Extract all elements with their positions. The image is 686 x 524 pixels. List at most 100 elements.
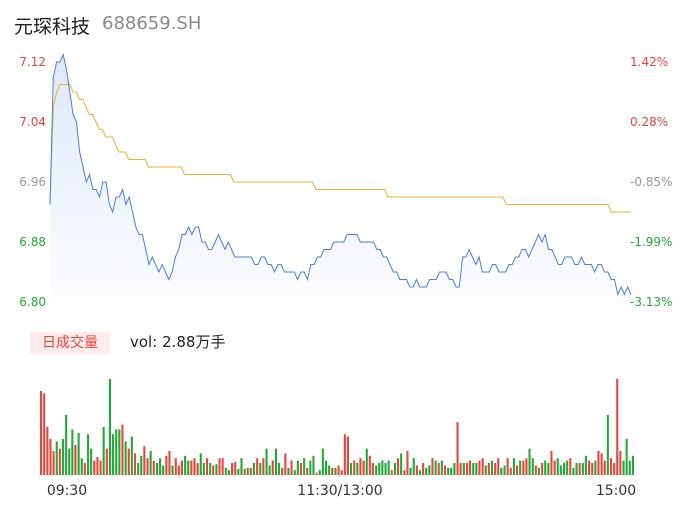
price-tick-label: 7.04: [19, 115, 46, 129]
volume-bar: [440, 460, 443, 475]
volume-bar: [271, 460, 274, 475]
volume-bar: [227, 470, 230, 475]
volume-bar: [365, 448, 368, 475]
volume-bar: [406, 451, 409, 475]
volume-bar: [519, 460, 522, 475]
volume-bar: [284, 453, 287, 475]
volume-bar: [484, 465, 487, 475]
volume-bar: [177, 465, 180, 475]
volume-bar: [165, 455, 168, 475]
volume-bar: [77, 433, 80, 475]
volume-bar: [215, 464, 218, 475]
volume-bar: [162, 465, 165, 475]
volume-bar: [206, 458, 209, 475]
volume-bar: [137, 463, 140, 475]
volume-bar: [609, 458, 612, 475]
volume-bar: [105, 448, 108, 475]
volume-bar: [556, 458, 559, 475]
volume-bar: [400, 453, 403, 475]
volume-bar: [537, 467, 540, 475]
volume-bar: [262, 458, 265, 475]
volume-bar: [168, 451, 171, 475]
volume-bar: [240, 458, 243, 475]
price-axis: 7.12 7.04 6.96 6.88 6.80: [19, 55, 46, 309]
volume-bar: [368, 455, 371, 475]
volume-bar: [196, 463, 199, 475]
volume-bar: [572, 467, 575, 475]
volume-bar: [353, 460, 356, 475]
volume-bar: [112, 434, 115, 475]
volume-bar: [371, 463, 374, 475]
volume-bar: [547, 463, 550, 475]
volume-bar: [343, 434, 346, 475]
volume-bar: [290, 460, 293, 475]
price-tick-label: 6.80: [19, 295, 46, 309]
volume-bar: [171, 465, 174, 475]
volume-bar: [390, 470, 393, 475]
volume-bar: [68, 448, 71, 475]
volume-bar: [268, 465, 271, 475]
volume-bar: [133, 453, 136, 475]
volume-bar: [425, 467, 428, 475]
volume-bar: [459, 463, 462, 475]
volume-bar: [146, 458, 149, 475]
volume-bar: [487, 463, 490, 475]
volume-bar: [603, 460, 606, 475]
volume-tab[interactable]: 日成交量: [30, 332, 110, 354]
volume-bar: [506, 458, 509, 475]
volume-bar: [202, 463, 205, 475]
volume-bar: [278, 463, 281, 475]
volume-bar: [465, 463, 468, 475]
volume-bar: [96, 457, 99, 475]
volume-bar: [306, 467, 309, 475]
percent-tick-label: 1.42%: [630, 55, 668, 69]
volume-bar: [55, 441, 58, 475]
volume-bar: [218, 458, 221, 475]
volume-bar: [490, 460, 493, 475]
time-tick-label: 15:00: [596, 483, 636, 499]
volume-bar: [444, 465, 447, 475]
volume-bar: [159, 458, 162, 475]
volume-bar: [362, 460, 365, 475]
volume-bar: [118, 429, 121, 475]
volume-bar: [415, 465, 418, 475]
volume-bar: [287, 467, 290, 475]
percent-tick-label: -3.13%: [630, 295, 672, 309]
volume-bar: [243, 469, 246, 475]
volume-bar: [500, 467, 503, 475]
volume-bar: [340, 470, 343, 475]
volume-bars: [40, 379, 634, 475]
volume-bar: [83, 463, 86, 475]
volume-bar: [224, 467, 227, 475]
volume-bar: [428, 465, 431, 475]
volume-bar: [174, 458, 177, 475]
volume-bar: [321, 448, 324, 475]
volume-bar: [184, 455, 187, 475]
percent-tick-label: -1.99%: [630, 235, 672, 249]
volume-bar: [187, 460, 190, 475]
volume-bar: [309, 460, 312, 475]
volume-bar: [312, 455, 315, 475]
volume-bar: [475, 463, 478, 475]
volume-bar: [397, 458, 400, 475]
volume-bar: [622, 460, 625, 475]
volume-bar: [606, 415, 609, 475]
volume-bar: [346, 436, 349, 475]
volume-bar: [563, 463, 566, 475]
time-tick-label: 09:30: [47, 483, 87, 499]
volume-bar: [299, 463, 302, 475]
volume-bar: [209, 463, 212, 475]
price-tick-label: 6.88: [19, 235, 46, 249]
volume-bar: [337, 465, 340, 475]
volume-bar: [387, 460, 390, 475]
volume-bar: [625, 439, 628, 475]
volume-bar: [61, 439, 64, 475]
volume-bar: [619, 451, 622, 475]
volume-bar: [628, 460, 631, 475]
volume-bar: [450, 467, 453, 475]
volume-bar: [121, 424, 124, 475]
volume-bar: [318, 470, 321, 475]
volume-bar: [274, 448, 277, 475]
volume-bar: [569, 458, 572, 475]
volume-bar: [597, 451, 600, 475]
